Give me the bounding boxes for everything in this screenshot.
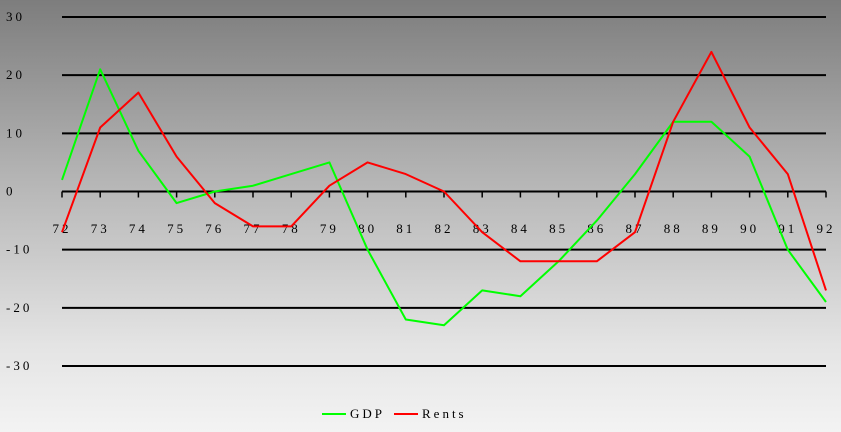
y-tick-label: 20 bbox=[6, 67, 25, 82]
series-line-gdp bbox=[61, 68, 827, 327]
y-tick-label: 30 bbox=[6, 9, 25, 24]
y-tick-label: 0 bbox=[6, 184, 16, 199]
x-tick-label: 76 bbox=[205, 221, 224, 236]
x-axis: 72 73 74 75 76 77 78 79 80 81 82 83 84 85 86 87 88 89 90 91… bbox=[53, 191, 836, 236]
x-tick-label: 91 bbox=[778, 221, 797, 236]
y-tick-label: -30 bbox=[6, 358, 32, 373]
x-tick-label: 77 bbox=[244, 221, 263, 236]
x-tick-label: 75 bbox=[167, 221, 186, 236]
gridlines bbox=[62, 16, 826, 367]
x-tick-label: 90 bbox=[740, 221, 759, 236]
x-tick-label: 92 bbox=[817, 221, 836, 236]
x-tick-label: 79 bbox=[320, 221, 339, 236]
x-tick-label: 88 bbox=[664, 221, 683, 236]
legend-label: Rents bbox=[422, 406, 467, 421]
x-tick-label: 86 bbox=[587, 221, 606, 236]
x-tick-label: 78 bbox=[282, 221, 301, 236]
legend: GDP Rents bbox=[322, 406, 467, 421]
y-axis-labels: 30 20 10 0 -10 -20 -30 bbox=[6, 9, 32, 373]
x-tick-label: 82 bbox=[435, 221, 454, 236]
series-lines bbox=[61, 50, 827, 327]
x-tick-label: 89 bbox=[702, 221, 721, 236]
legend-label: GDP bbox=[350, 406, 385, 421]
y-tick-label: -10 bbox=[6, 242, 32, 257]
y-tick-label: 10 bbox=[6, 125, 25, 140]
x-tick-label: 84 bbox=[511, 221, 530, 236]
series-line-rents bbox=[61, 50, 827, 291]
x-tick-label: 74 bbox=[129, 221, 148, 236]
x-tick-label: 72 bbox=[53, 221, 72, 236]
x-tick-label: 73 bbox=[91, 221, 110, 236]
x-tick-label: 81 bbox=[396, 221, 415, 236]
x-tick-label: 87 bbox=[626, 221, 645, 236]
x-tick-label: 83 bbox=[473, 221, 492, 236]
x-tick-label: 80 bbox=[358, 221, 377, 236]
y-tick-label: -20 bbox=[6, 300, 32, 315]
x-tick-label: 85 bbox=[549, 221, 568, 236]
